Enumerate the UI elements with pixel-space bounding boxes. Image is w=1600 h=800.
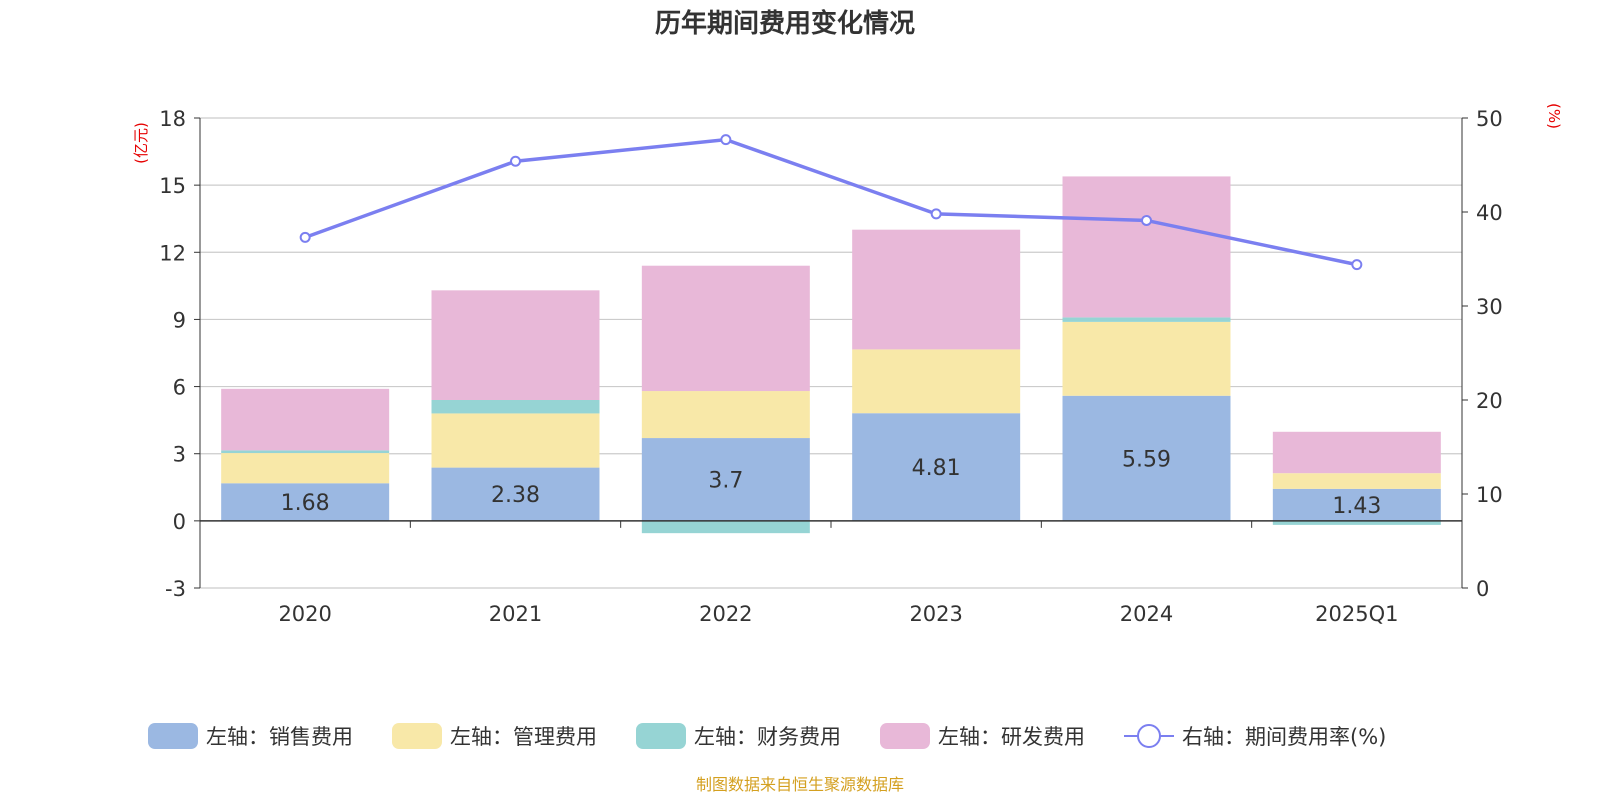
left-tick-label: 6 (173, 376, 186, 400)
expense-rate-point (299, 231, 311, 243)
expense-rate-point (720, 134, 732, 146)
right-tick-label: 10 (1476, 483, 1503, 507)
bar-segment (431, 467, 600, 521)
sales-value-label: 3.7 (708, 468, 743, 493)
expense-rate-point (510, 155, 521, 167)
legend-swatch (880, 723, 930, 749)
data-labels: 1.68 2.38 3.7 4.81 5.59 1.43 (281, 447, 1382, 519)
x-tick-label: 2020 (278, 602, 331, 626)
right-tick-label: 50 (1476, 107, 1503, 131)
bar-segment (1272, 488, 1441, 521)
bar-segment (641, 391, 810, 439)
expense-rate-point (1141, 214, 1152, 226)
left-tick-label: 3 (173, 443, 186, 467)
sales-value-label: 1.43 (1332, 494, 1381, 519)
left-tick-label: 12 (159, 241, 186, 265)
bar-stacks (221, 176, 1441, 534)
bar-segment (1062, 395, 1231, 521)
bar-segment (221, 388, 390, 451)
x-tick-label: 2023 (909, 602, 962, 626)
bar-segment (221, 453, 390, 484)
bar-segment (852, 229, 1021, 350)
expense-rate-point (930, 208, 942, 220)
legend-label: 右轴：期间费用率(%) (1182, 725, 1386, 749)
bar-segment (1062, 176, 1231, 318)
bar-segment (1272, 473, 1441, 489)
right-tick-label: 20 (1476, 389, 1503, 413)
gridlines (200, 117, 1462, 589)
right-tick-label: 40 (1476, 201, 1503, 225)
left-tick-label: 18 (159, 107, 186, 131)
bar-segment (1062, 317, 1231, 322)
bar-segment (431, 290, 600, 400)
bar-segment (641, 438, 810, 521)
bar-segment (221, 450, 390, 454)
expense-rate-point (1351, 259, 1363, 271)
bar-segment (431, 413, 600, 468)
bar-segment (852, 349, 1021, 414)
right-tick-label: 30 (1476, 295, 1503, 319)
expense-rate-polyline (304, 137, 1358, 267)
right-axis-unit: (%) (1545, 103, 1563, 129)
x-tick-label: 2022 (699, 602, 752, 626)
bar-segment (641, 265, 810, 392)
legend-marker (1137, 724, 1161, 748)
left-tick-label: 15 (159, 174, 186, 198)
sales-value-label: 2.38 (491, 483, 540, 508)
legend-swatch (392, 723, 442, 749)
x-tick-label: 2024 (1120, 602, 1173, 626)
bar-segment (852, 413, 1021, 521)
legend-label: 左轴：销售费用 (206, 725, 353, 749)
chart-title: 历年期间费用变化情况 (655, 8, 915, 39)
right-tick-label: 0 (1476, 577, 1489, 601)
bar-segment (221, 483, 390, 521)
bar-segment (431, 400, 600, 414)
legend-label: 左轴：财务费用 (694, 725, 841, 749)
legend-label: 左轴：研发费用 (938, 725, 1085, 749)
sales-value-label: 1.68 (281, 491, 330, 516)
bar-segment (1062, 321, 1231, 396)
left-axis-unit: (亿元) (132, 122, 150, 164)
legend-swatch (148, 723, 198, 749)
x-tick-label: 2025Q1 (1315, 602, 1398, 626)
expense-rate-line (299, 134, 1363, 271)
legend-swatch (636, 723, 686, 749)
sales-value-label: 5.59 (1122, 447, 1171, 472)
left-tick-label: 0 (173, 510, 186, 534)
left-tick-label: -3 (165, 577, 186, 601)
x-tick-label: 2021 (489, 602, 542, 626)
axes: -3 0 3 6 9 12 15 18 0 10 20 30 40 50 2020 2021 2022 2023 2… (159, 107, 1502, 626)
bar-segment (1272, 520, 1441, 525)
legend-label: 左轴：管理费用 (450, 725, 597, 749)
bar-segment (641, 520, 810, 534)
left-tick-label: 9 (173, 308, 186, 332)
legend[interactable]: 左轴：销售费用 左轴：管理费用 左轴：财务费用 左轴：研发费用 右轴：期间费用率(%) (148, 723, 1386, 749)
sales-value-label: 4.81 (912, 456, 961, 481)
source-note: 制图数据来自恒生聚源数据库 (696, 775, 904, 794)
bar-segment (1272, 431, 1441, 474)
